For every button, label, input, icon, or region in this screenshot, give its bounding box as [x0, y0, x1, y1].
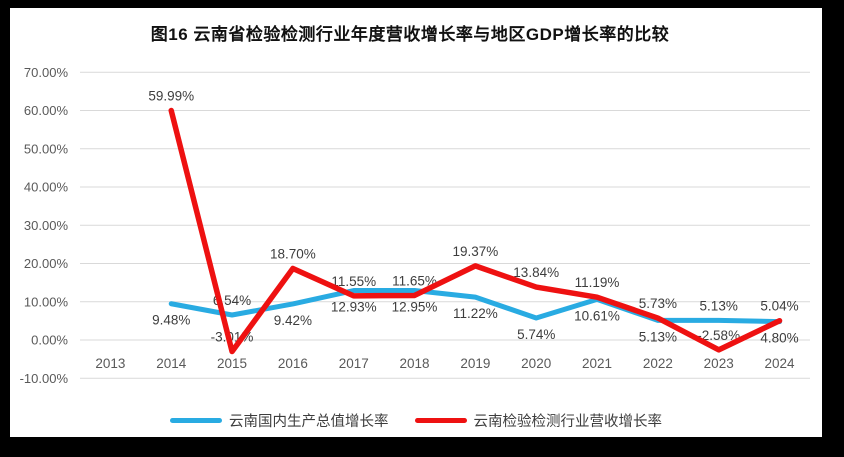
series-line: [168, 287, 783, 325]
x-axis-year-label: 2013: [95, 356, 125, 371]
legend-label-revenue: 云南检验检测行业营收增长率: [473, 414, 663, 430]
series-line: [168, 107, 783, 355]
data-point-label: 11.55%: [331, 274, 376, 289]
y-axis-tick-label: -10.00%: [20, 371, 69, 386]
y-axis-tick-label: 0.00%: [31, 333, 68, 348]
data-point-label: 11.19%: [575, 275, 620, 290]
x-axis-year-label: 2022: [643, 356, 673, 371]
y-axis-tick-label: 70.00%: [24, 65, 69, 80]
data-point-label: 5.13%: [700, 298, 738, 313]
chart-card: 图16 云南省检验检测行业年度营收增长率与地区GDP增长率的比较 70.00% 6…: [10, 8, 822, 437]
data-point-label: 12.93%: [331, 300, 377, 315]
y-axis-tick-label: 40.00%: [24, 180, 69, 195]
chart-legend: 云南国内生产总值增长率 云南检验检测行业营收增长率: [10, 410, 822, 431]
x-axis-year-label: 2019: [460, 356, 490, 371]
data-point-label: 11.65%: [392, 273, 437, 288]
data-point-label: 5.73%: [639, 296, 677, 311]
data-point-label: 13.84%: [513, 265, 559, 280]
data-point-label: 10.61%: [574, 308, 620, 323]
x-axis-year-label: 2021: [582, 356, 612, 371]
data-point-label: 5.13%: [639, 329, 677, 344]
data-point-label: 4.80%: [760, 331, 798, 346]
legend-label-gdp: 云南国内生产总值增长率: [229, 414, 389, 430]
data-point-label: 9.48%: [152, 313, 190, 328]
revenue-line-swatch-icon: [414, 418, 467, 423]
data-point-label: 5.04%: [760, 299, 798, 314]
data-point-label: 18.70%: [270, 246, 316, 261]
x-axis-year-label: 2020: [521, 356, 551, 371]
y-axis-tick-label: 60.00%: [24, 103, 69, 118]
data-point-label: -2.58%: [697, 328, 740, 343]
x-axis-year-label: 2014: [156, 356, 187, 371]
x-axis-year-label: 2024: [765, 356, 796, 371]
y-axis-tick-label: 10.00%: [24, 294, 69, 309]
data-point-label: 9.42%: [274, 313, 312, 328]
y-axis-tick-label: 30.00%: [24, 218, 69, 233]
data-point-label: 5.74%: [517, 327, 555, 342]
x-axis-year-label: 2018: [400, 356, 430, 371]
y-axis-tick-label: 20.00%: [24, 256, 69, 271]
data-point-label: 19.37%: [452, 244, 498, 259]
data-point-label: 11.22%: [453, 306, 498, 321]
data-point-label: 59.99%: [148, 89, 194, 104]
y-axis-tick-label: 50.00%: [24, 141, 69, 156]
chart-title: 图16 云南省检验检测行业年度营收增长率与地区GDP增长率的比较: [150, 25, 670, 44]
legend-item-revenue: 云南检验检测行业营收增长率: [414, 410, 663, 431]
x-axis-year-label: 2017: [339, 356, 369, 371]
x-axis-year-label: 2015: [217, 356, 247, 371]
line-chart-canvas: 70.00% 60.00% 50.00% 40.00% 30.00% 20.00% 10.0…: [20, 65, 810, 386]
legend-item-gdp: 云南国内生产总值增长率: [170, 410, 389, 431]
x-axis-year-label: 2016: [278, 356, 308, 371]
data-point-label: 12.95%: [392, 299, 438, 314]
gdp-line-swatch-icon: [170, 418, 222, 423]
x-axis-year-label: 2023: [704, 356, 734, 371]
